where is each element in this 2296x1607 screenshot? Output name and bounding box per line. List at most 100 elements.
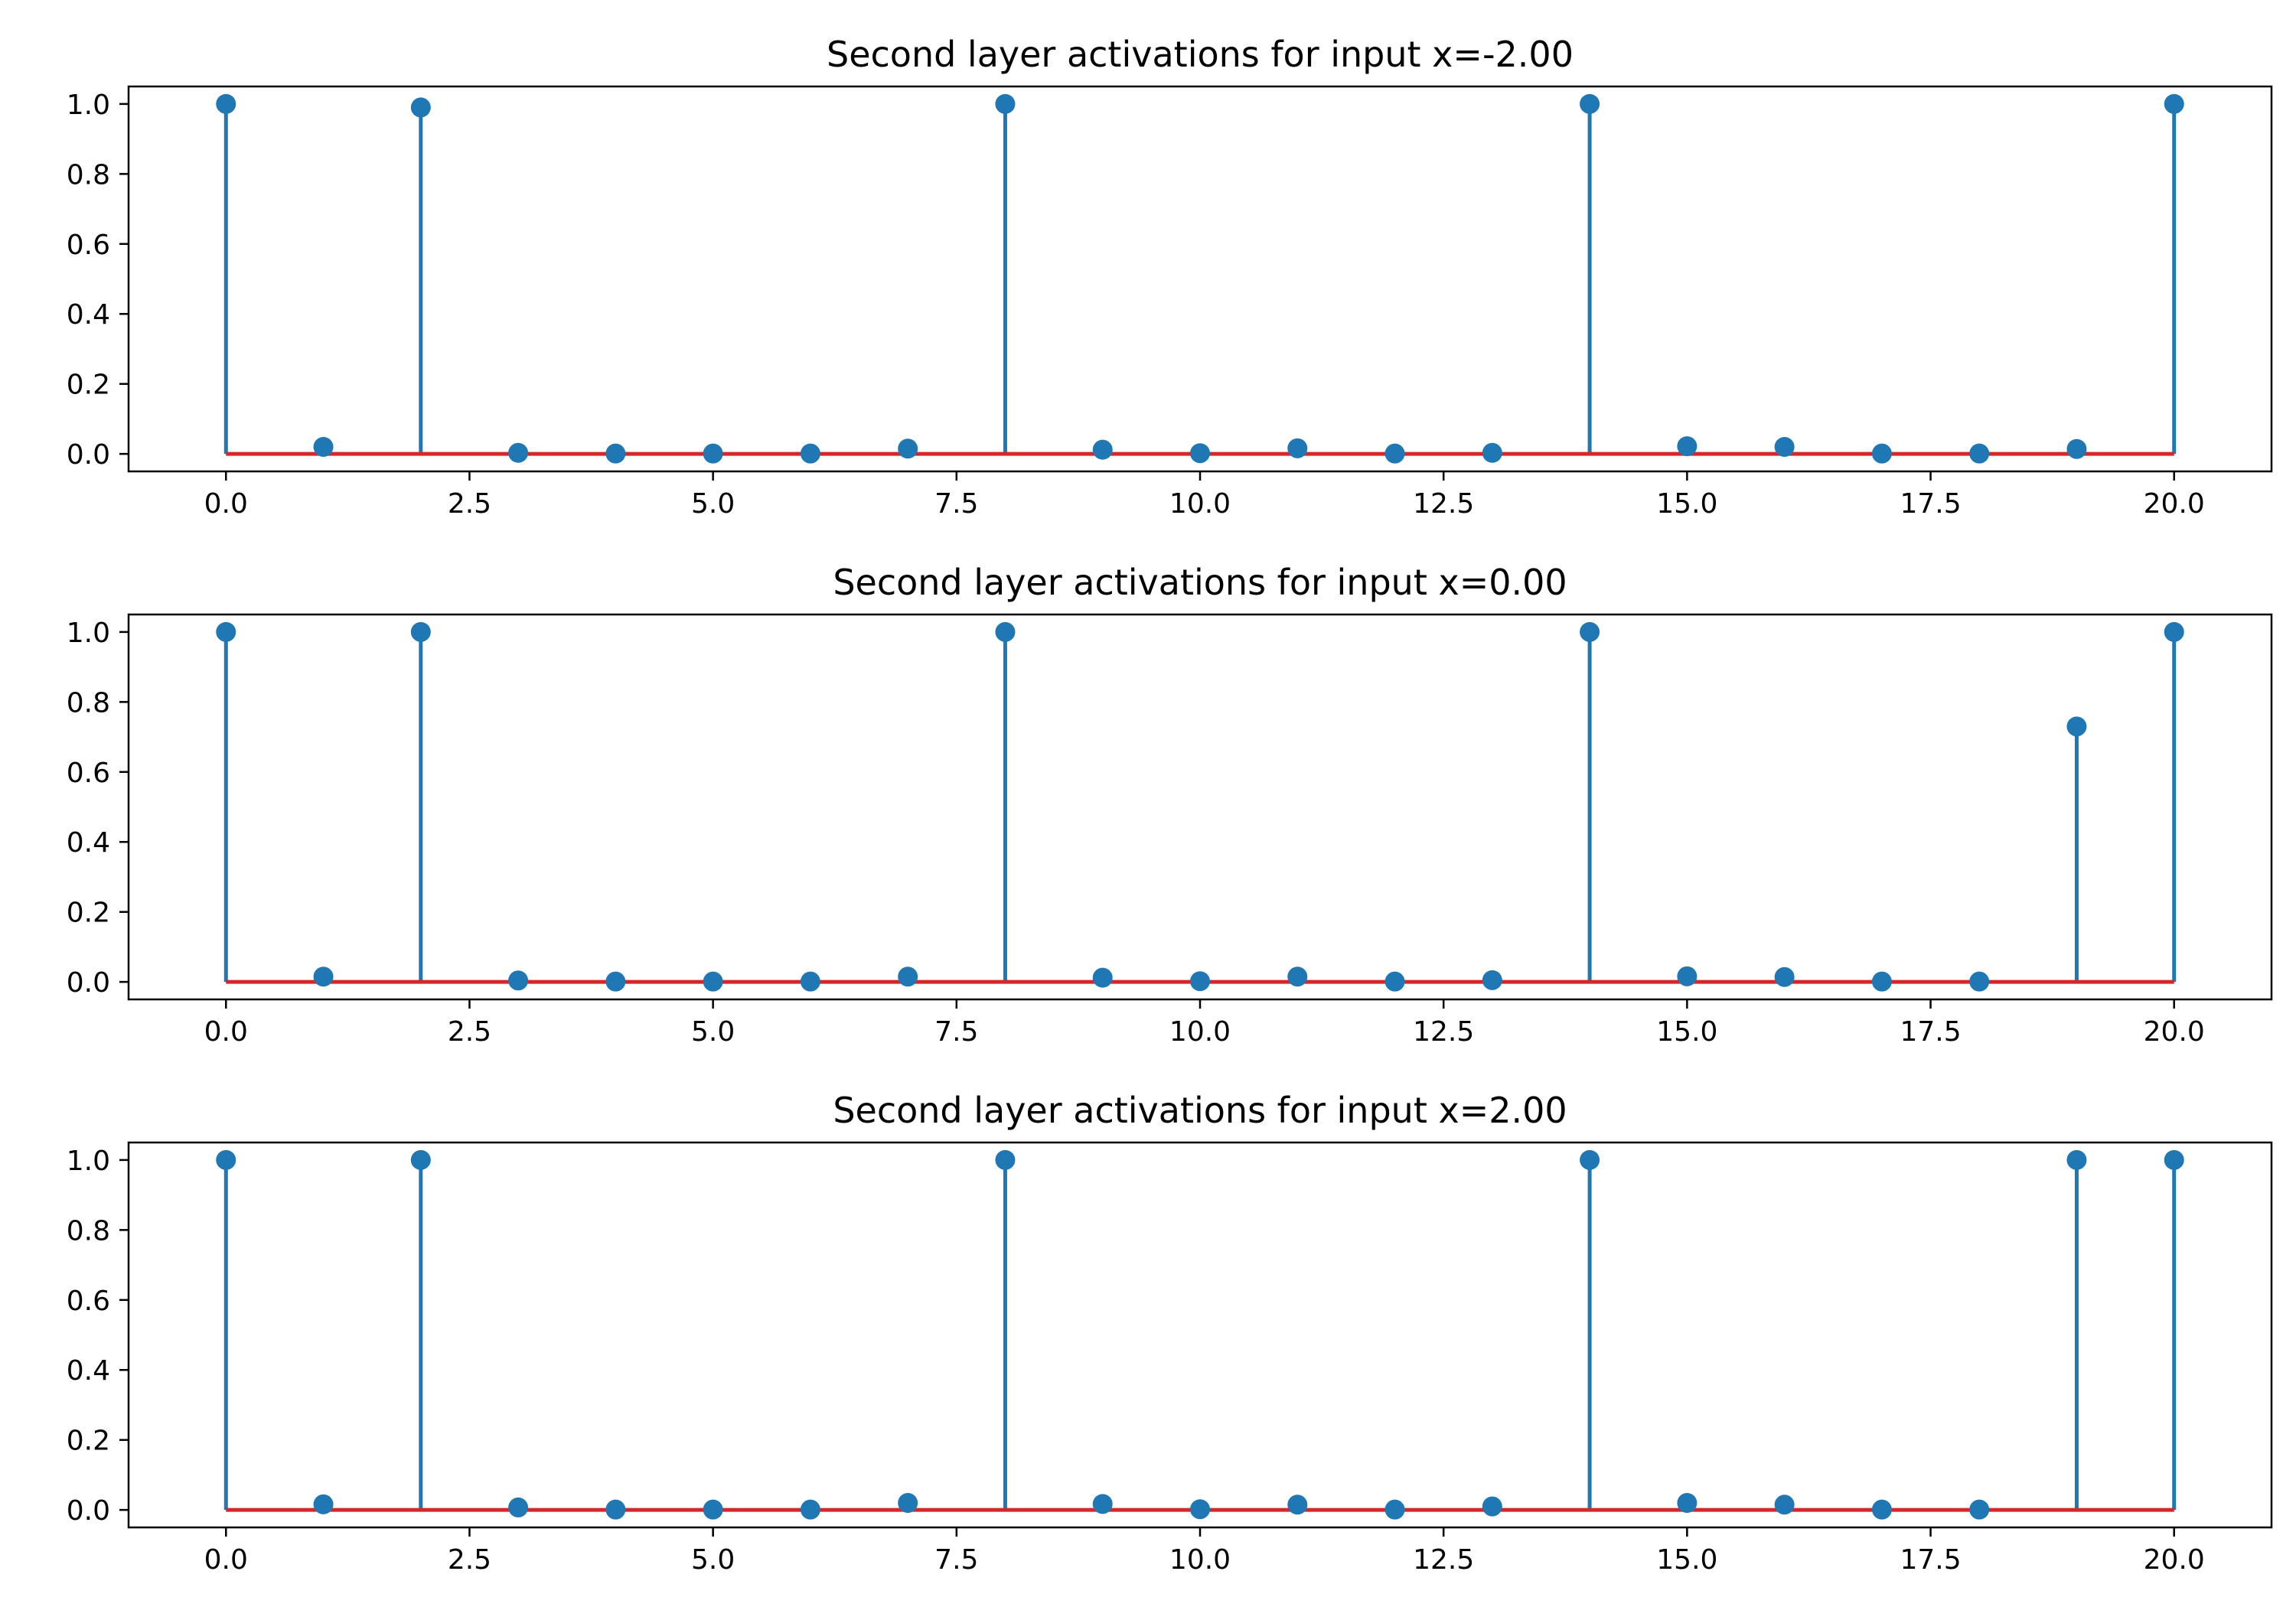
stem-marker bbox=[1384, 971, 1405, 992]
y-tick-label: 1.0 bbox=[67, 90, 110, 121]
x-tick-label: 12.5 bbox=[1413, 488, 1474, 520]
stem-marker bbox=[1677, 436, 1698, 457]
x-tick-label: 17.5 bbox=[1900, 488, 1961, 520]
x-tick-label: 5.0 bbox=[691, 1544, 735, 1576]
x-tick-label: 7.5 bbox=[934, 488, 978, 520]
stem-marker bbox=[508, 442, 529, 463]
x-tick-label: 15.0 bbox=[1656, 1544, 1717, 1576]
stem-marker bbox=[2164, 93, 2184, 114]
y-tick-label: 0.6 bbox=[67, 230, 110, 261]
stem-marker bbox=[1287, 438, 1308, 458]
y-tick-label: 0.2 bbox=[67, 1426, 110, 1457]
stem-marker bbox=[313, 1494, 334, 1514]
stem-marker bbox=[216, 621, 236, 642]
stem-marker bbox=[800, 1499, 820, 1520]
stem-marker bbox=[1580, 621, 1600, 642]
stem-marker bbox=[898, 1492, 918, 1513]
y-tick-label: 0.0 bbox=[67, 967, 110, 999]
stem-marker bbox=[703, 1499, 723, 1520]
stem-marker bbox=[1384, 1499, 1405, 1520]
x-tick-label: 2.5 bbox=[448, 488, 491, 520]
stem-marker bbox=[1871, 443, 1892, 464]
x-tick-label: 2.5 bbox=[448, 1016, 491, 1048]
stem-marker bbox=[313, 436, 334, 457]
stem-marker bbox=[1580, 1149, 1600, 1170]
stem-marker bbox=[1092, 439, 1113, 460]
stem-marker bbox=[1677, 1492, 1698, 1513]
x-tick-label: 12.5 bbox=[1413, 1016, 1474, 1048]
stem-marker bbox=[1482, 1496, 1502, 1517]
y-tick-label: 0.6 bbox=[67, 758, 110, 789]
x-tick-label: 7.5 bbox=[934, 1544, 978, 1576]
stem-marker bbox=[1190, 443, 1210, 464]
stem-marker bbox=[703, 443, 723, 464]
stem-marker bbox=[1384, 443, 1405, 464]
stem-marker bbox=[1482, 442, 1502, 463]
stem-marker bbox=[1287, 966, 1308, 987]
stem-marker bbox=[800, 971, 820, 992]
stem-marker bbox=[1969, 443, 1990, 464]
stem-marker bbox=[2066, 438, 2087, 459]
x-tick-label: 5.0 bbox=[691, 488, 735, 520]
stem-marker bbox=[703, 971, 723, 992]
stem-marker bbox=[605, 971, 626, 992]
stem-marker bbox=[2164, 621, 2184, 642]
x-tick-label: 10.0 bbox=[1169, 1544, 1231, 1576]
stem-chart-panel: Second layer activations for input x=2.0… bbox=[67, 1090, 2273, 1576]
stem-marker bbox=[1774, 436, 1795, 457]
stem-marker bbox=[216, 93, 236, 114]
x-tick-label: 0.0 bbox=[204, 488, 248, 520]
y-tick-label: 0.8 bbox=[67, 1215, 110, 1247]
stem-marker bbox=[1871, 971, 1892, 992]
stem-marker bbox=[1092, 1494, 1113, 1514]
stem-chart-panel: Second layer activations for input x=0.0… bbox=[67, 562, 2273, 1048]
y-tick-label: 0.4 bbox=[67, 1355, 110, 1387]
stem-marker bbox=[800, 443, 820, 464]
stem-marker bbox=[313, 966, 334, 987]
stem-marker bbox=[1092, 967, 1113, 988]
stem-marker bbox=[995, 1149, 1016, 1170]
stem-marker bbox=[2164, 1149, 2184, 1170]
x-tick-label: 20.0 bbox=[2144, 1016, 2205, 1048]
y-tick-label: 0.4 bbox=[67, 827, 110, 859]
x-tick-label: 20.0 bbox=[2144, 488, 2205, 520]
stem-marker bbox=[1482, 970, 1502, 990]
stem-marker bbox=[995, 621, 1016, 642]
stem-marker bbox=[995, 93, 1016, 114]
x-tick-label: 17.5 bbox=[1900, 1544, 1961, 1576]
x-tick-label: 12.5 bbox=[1413, 1544, 1474, 1576]
y-tick-label: 0.8 bbox=[67, 159, 110, 191]
x-tick-label: 0.0 bbox=[204, 1544, 248, 1576]
stem-marker bbox=[1190, 1499, 1210, 1520]
x-tick-label: 10.0 bbox=[1169, 488, 1231, 520]
stem-marker bbox=[1871, 1499, 1892, 1520]
stem-marker bbox=[410, 97, 431, 118]
stem-marker bbox=[605, 443, 626, 464]
y-tick-label: 0.4 bbox=[67, 299, 110, 331]
stem-marker bbox=[1287, 1495, 1308, 1515]
stem-marker bbox=[216, 1149, 236, 1170]
x-tick-label: 7.5 bbox=[934, 1016, 978, 1048]
stem-marker bbox=[1774, 966, 1795, 987]
y-tick-label: 1.0 bbox=[67, 1146, 110, 1177]
stem-marker bbox=[1969, 971, 1990, 992]
y-tick-label: 0.6 bbox=[67, 1286, 110, 1317]
stem-marker bbox=[605, 1499, 626, 1520]
y-tick-label: 0.2 bbox=[67, 370, 110, 401]
chart-title: Second layer activations for input x=2.0… bbox=[833, 1090, 1567, 1131]
y-tick-label: 0.0 bbox=[67, 439, 110, 471]
chart-title: Second layer activations for input x=-2.… bbox=[827, 34, 1574, 75]
stem-marker bbox=[1190, 971, 1210, 992]
y-tick-label: 0.2 bbox=[67, 898, 110, 929]
stem-marker bbox=[1969, 1499, 1990, 1520]
stem-marker bbox=[1580, 93, 1600, 114]
y-tick-label: 1.0 bbox=[67, 618, 110, 649]
stem-marker bbox=[1677, 966, 1698, 986]
x-tick-label: 10.0 bbox=[1169, 1016, 1231, 1048]
stem-marker bbox=[410, 621, 431, 642]
stem-chart-panel: Second layer activations for input x=-2.… bbox=[67, 34, 2273, 520]
stem-marker bbox=[508, 1497, 529, 1517]
x-tick-label: 0.0 bbox=[204, 1016, 248, 1048]
